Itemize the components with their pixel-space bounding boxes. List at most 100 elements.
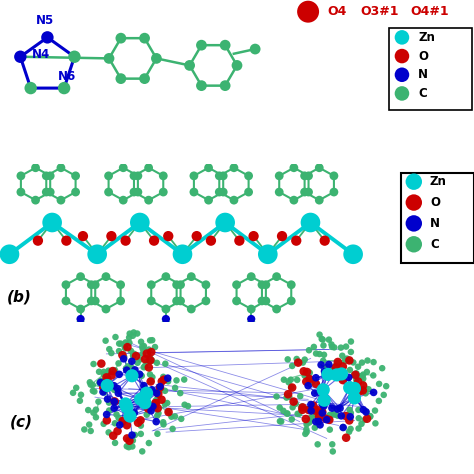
Point: [306, 369, 314, 376]
Point: [273, 305, 281, 313]
Point: [233, 62, 241, 69]
Point: [130, 350, 138, 358]
Point: [275, 172, 283, 180]
Point: [320, 396, 328, 404]
Point: [300, 367, 308, 375]
Point: [301, 172, 309, 180]
Point: [97, 377, 105, 384]
Point: [91, 388, 98, 395]
Point: [111, 439, 119, 447]
Point: [339, 363, 346, 370]
Point: [365, 385, 372, 393]
Point: [85, 323, 93, 331]
Point: [355, 414, 363, 422]
Point: [158, 377, 165, 385]
Point: [362, 390, 369, 397]
Point: [168, 413, 175, 420]
Point: [158, 396, 165, 403]
Point: [103, 410, 110, 418]
Point: [330, 188, 337, 196]
Point: [100, 368, 108, 375]
Text: Zn: Zn: [418, 31, 435, 44]
Point: [304, 370, 311, 377]
Point: [247, 273, 255, 281]
Point: [146, 337, 154, 344]
Point: [320, 402, 328, 410]
Point: [145, 164, 153, 172]
Point: [316, 196, 323, 204]
Point: [369, 372, 377, 379]
Point: [310, 402, 317, 410]
Point: [358, 359, 366, 366]
Point: [410, 240, 418, 248]
Point: [219, 172, 227, 180]
Text: O4#1: O4#1: [410, 5, 448, 18]
Point: [205, 196, 212, 204]
Point: [109, 432, 117, 439]
Point: [319, 336, 327, 343]
Point: [32, 196, 39, 204]
Point: [62, 297, 70, 305]
Point: [350, 393, 357, 401]
Point: [186, 62, 193, 69]
Point: [366, 412, 374, 420]
Point: [205, 154, 212, 162]
Point: [277, 418, 285, 425]
Point: [250, 232, 257, 240]
Point: [128, 357, 136, 365]
Point: [148, 374, 156, 381]
Point: [132, 352, 140, 360]
Point: [323, 370, 331, 377]
Point: [154, 323, 161, 331]
Point: [316, 350, 323, 358]
Point: [311, 407, 319, 414]
Point: [86, 378, 93, 386]
Point: [154, 412, 161, 419]
Point: [337, 344, 345, 351]
Point: [342, 343, 350, 350]
Point: [283, 394, 290, 401]
Point: [362, 408, 370, 416]
Point: [137, 395, 145, 403]
Point: [23, 146, 31, 154]
Point: [134, 172, 142, 180]
Point: [92, 406, 100, 413]
Text: O: O: [418, 50, 428, 63]
Point: [165, 408, 173, 416]
Point: [314, 406, 321, 414]
Point: [84, 406, 92, 414]
Point: [160, 376, 168, 383]
Point: [342, 412, 350, 420]
Point: [333, 361, 340, 369]
Point: [68, 323, 76, 331]
Point: [245, 188, 252, 196]
Point: [32, 154, 39, 162]
Text: O: O: [430, 196, 440, 209]
Point: [115, 390, 122, 397]
Point: [57, 164, 65, 172]
Point: [159, 172, 167, 180]
Point: [338, 352, 346, 360]
Point: [122, 400, 129, 408]
Point: [307, 219, 314, 226]
Point: [162, 360, 169, 367]
Point: [184, 402, 192, 410]
Point: [287, 383, 295, 391]
Point: [375, 380, 383, 388]
Point: [156, 383, 164, 391]
Point: [62, 281, 70, 289]
Point: [352, 376, 360, 384]
Point: [181, 401, 189, 409]
Point: [366, 413, 374, 420]
Point: [125, 443, 133, 451]
Point: [326, 416, 333, 424]
Point: [221, 41, 229, 49]
Point: [44, 34, 51, 41]
Point: [398, 90, 406, 97]
Point: [258, 281, 266, 289]
Point: [145, 346, 153, 353]
Point: [88, 297, 95, 305]
Point: [117, 297, 124, 305]
Point: [290, 398, 297, 405]
Point: [63, 237, 70, 245]
